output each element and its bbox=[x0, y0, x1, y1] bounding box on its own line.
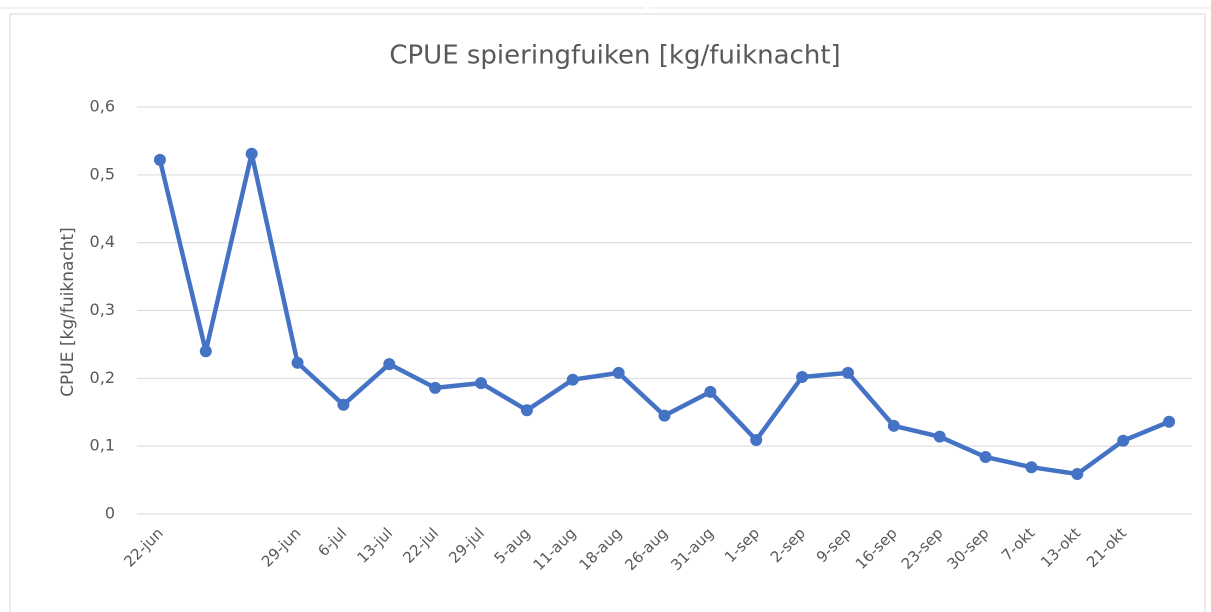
marker bbox=[933, 430, 946, 443]
chart-title: CPUE spieringfuiken [kg/fuiknacht] bbox=[389, 41, 840, 71]
chart-frame bbox=[9, 13, 1206, 612]
marker bbox=[475, 377, 488, 390]
marker bbox=[612, 366, 625, 379]
marker bbox=[429, 381, 442, 394]
y-tick-label: 0,4 bbox=[90, 232, 115, 251]
marker bbox=[979, 451, 992, 464]
marker bbox=[1163, 415, 1176, 428]
y-tick-label: 0 bbox=[105, 504, 115, 523]
marker bbox=[750, 434, 763, 447]
y-tick-label: 0,5 bbox=[90, 164, 115, 183]
marker bbox=[704, 385, 717, 398]
marker bbox=[199, 345, 212, 358]
y-tick-label: 0,2 bbox=[90, 368, 115, 387]
marker bbox=[1117, 434, 1130, 447]
marker bbox=[153, 153, 166, 166]
marker bbox=[337, 398, 350, 411]
marker bbox=[383, 358, 396, 371]
marker bbox=[520, 404, 533, 417]
marker bbox=[796, 370, 809, 383]
y-tick-label: 0,1 bbox=[90, 436, 115, 455]
y-axis-label: CPUE [kg/fuiknacht] bbox=[58, 227, 78, 397]
marker bbox=[566, 373, 579, 386]
marker bbox=[291, 356, 304, 369]
y-tick-label: 0,3 bbox=[90, 300, 115, 319]
marker bbox=[887, 419, 900, 432]
marker bbox=[841, 366, 854, 379]
marker bbox=[1025, 461, 1038, 474]
y-tick-label: 0,6 bbox=[90, 97, 115, 116]
marker bbox=[658, 409, 671, 422]
marker bbox=[1071, 467, 1084, 480]
marker bbox=[245, 147, 258, 160]
